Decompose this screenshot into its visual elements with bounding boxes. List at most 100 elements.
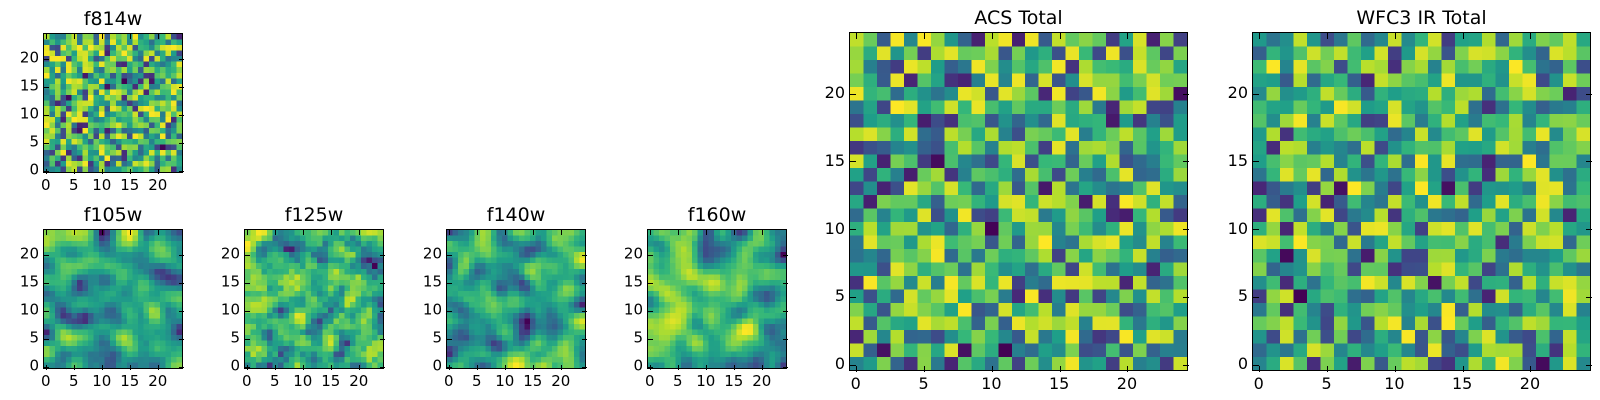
heatmap-cell [44,312,50,319]
heatmap-cell [49,34,56,40]
y-tick-label: 5 [29,328,39,347]
heatmap-cell [88,144,94,151]
heatmap-cell [752,356,759,363]
heatmap-cell [115,318,122,324]
heatmap-cell [998,46,1013,61]
heatmap-cell [1360,329,1375,344]
heatmap-cell [1522,46,1537,61]
heatmap-cell [1414,235,1429,249]
heatmap-cell [930,275,945,290]
y-tick [245,282,250,284]
heatmap-cell [272,329,279,335]
heatmap-cell [154,274,161,280]
heatmap-cell [502,246,508,253]
heatmap-cell [736,351,742,358]
heatmap-cell [121,252,127,258]
heatmap-cell [272,334,279,341]
heatmap-cell [110,78,116,84]
heatmap-cell [55,230,61,236]
heatmap-cell [1441,316,1456,330]
heatmap-cell [971,329,986,344]
heatmap-cell [1011,289,1026,303]
heatmap-cell [71,94,78,101]
heatmap-cell [741,241,748,247]
heatmap-cell [1455,275,1469,290]
x-tick-label: 15 [724,372,744,390]
heatmap-cell [55,72,61,79]
heatmap-cell [88,166,94,172]
heatmap-cell [132,45,138,51]
heatmap-cell [300,318,306,324]
heatmap-cell [143,334,149,341]
heatmap-cell [82,133,89,139]
heatmap-cell [82,166,89,172]
heatmap-cell [132,89,138,95]
heatmap-cell [507,356,514,363]
heatmap-cell [850,46,864,61]
heatmap-cell [535,362,541,368]
heatmap-cell [984,221,999,236]
heatmap-cell [1468,59,1483,74]
heatmap-cell [355,252,362,258]
heatmap-cell [1306,248,1321,263]
heatmap-cell [917,113,932,128]
heatmap-cell [344,241,350,247]
heatmap-cell [1119,194,1134,209]
y-tick [1586,229,1592,231]
heatmap-cell [692,323,698,330]
heatmap-cell [371,356,378,363]
heatmap-cell [1374,100,1389,115]
heatmap-cell [1011,113,1026,128]
heatmap-cell [1428,235,1442,249]
heatmap-cell [283,345,290,352]
heatmap-cell [648,340,654,347]
heatmap-cell [1293,181,1308,196]
heatmap-cell [930,73,945,88]
heatmap-cell [176,362,182,368]
heatmap-cell [502,362,508,368]
x-tick-label: 0 [242,372,252,390]
heatmap-cell [77,334,83,341]
heatmap-cell [1455,289,1469,303]
heatmap-cell [664,356,671,363]
heatmap-cell [311,307,317,313]
heatmap-cell [458,241,464,247]
heatmap-cell [71,133,78,139]
heatmap-cell [1320,127,1335,142]
heatmap-cell [998,86,1013,101]
heatmap-cell [261,345,268,352]
heatmap-cell [1052,221,1066,236]
heatmap-cell [957,289,972,303]
heatmap-cell [126,241,133,247]
heatmap-cell [121,235,127,242]
heatmap-cell [524,318,530,324]
heatmap-cell [463,356,470,363]
heatmap-cell [137,67,144,73]
heatmap-cell [88,257,94,264]
heatmap-cell [551,362,558,368]
heatmap-cell [686,351,693,358]
heatmap-cell [344,235,350,242]
heatmap-cell [245,257,251,264]
heatmap-cell [708,356,715,363]
heatmap-cell [1306,208,1321,222]
heatmap-cell [176,78,182,84]
heatmap-cell [121,356,127,363]
heatmap-cell [562,290,569,297]
heatmap-cell [1374,181,1389,196]
heatmap-cell [725,334,731,341]
heatmap-cell [1428,208,1442,222]
heatmap-cell [360,334,367,341]
heatmap-cell [316,318,323,324]
heatmap-cell [71,301,78,308]
heatmap-cell [480,351,486,358]
heatmap-cell [300,279,306,286]
heatmap-cell [104,257,111,264]
heatmap-cell [1293,86,1308,101]
heatmap-cell [60,72,67,79]
heatmap-cell [66,235,72,242]
heatmap-cell [708,312,715,319]
heatmap-cell [256,246,262,253]
heatmap-cell [154,160,161,167]
heatmap-cell [1011,343,1026,357]
